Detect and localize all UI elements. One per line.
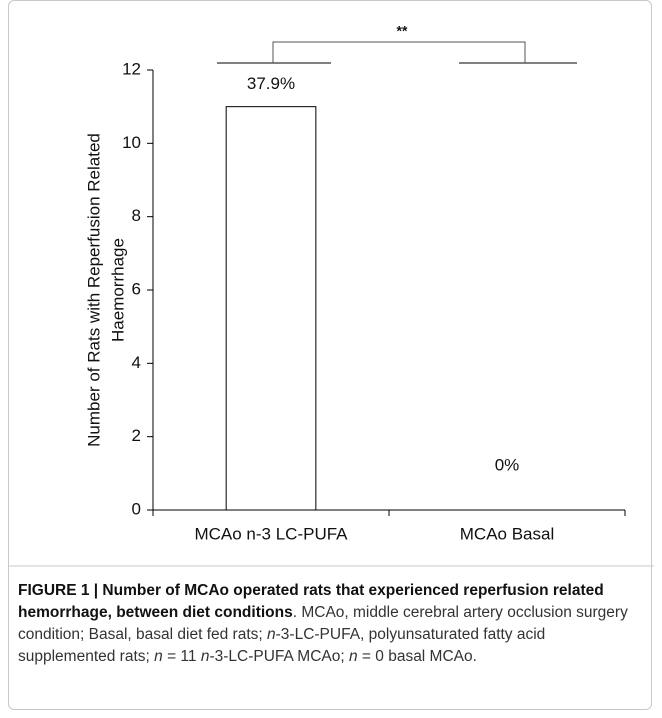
y-tick-label: 8 (132, 206, 141, 225)
bar (225, 106, 317, 511)
caption-text: n (154, 648, 163, 665)
caption-text: n (200, 648, 210, 665)
annotation: 37.9% (247, 74, 295, 93)
caption: FIGURE 1 | Number of MCAo operated rats … (18, 580, 646, 668)
caption-text: n (348, 648, 358, 665)
y-tick-label: 0 (132, 499, 141, 518)
bracket (272, 41, 526, 63)
y-tick-label: 4 (132, 353, 141, 372)
significance: ** (397, 23, 408, 39)
caption-text: = 11 (162, 648, 201, 665)
x-tick-label: MCAo Basal (460, 524, 554, 543)
y-axis-label: Haemorrhage (108, 238, 127, 342)
chart: 0 2 4 6 8 10 12 Number of Rats with Reperfusion… (8, 23, 654, 567)
caption-text: . MCAo, middle cerebral artery occlusion… (18, 604, 628, 643)
y-tick-label: 12 (122, 59, 141, 78)
caption-text: = 0 basal MCAo. (357, 648, 477, 665)
y-tick-label: 6 (132, 279, 141, 298)
x-tick-label: MCAo n-3 LC-PUFA (194, 524, 348, 543)
y-tick-label: 10 (122, 133, 141, 152)
figure-border (8, 0, 652, 710)
caption-text: -3-LC-PUFA, polyunsaturated fatty acid s… (18, 626, 546, 665)
y-tick-label: 2 (132, 426, 141, 445)
caption-title: FIGURE 1 | Number of MCAo operated rats … (18, 582, 604, 621)
annotation: 0% (495, 455, 520, 474)
caption-text: n (267, 626, 276, 643)
caption-text: -3-LC-PUFA MCAo; (209, 648, 349, 665)
y-axis-label: Number of Rats with Reperfusion Related (84, 133, 103, 447)
